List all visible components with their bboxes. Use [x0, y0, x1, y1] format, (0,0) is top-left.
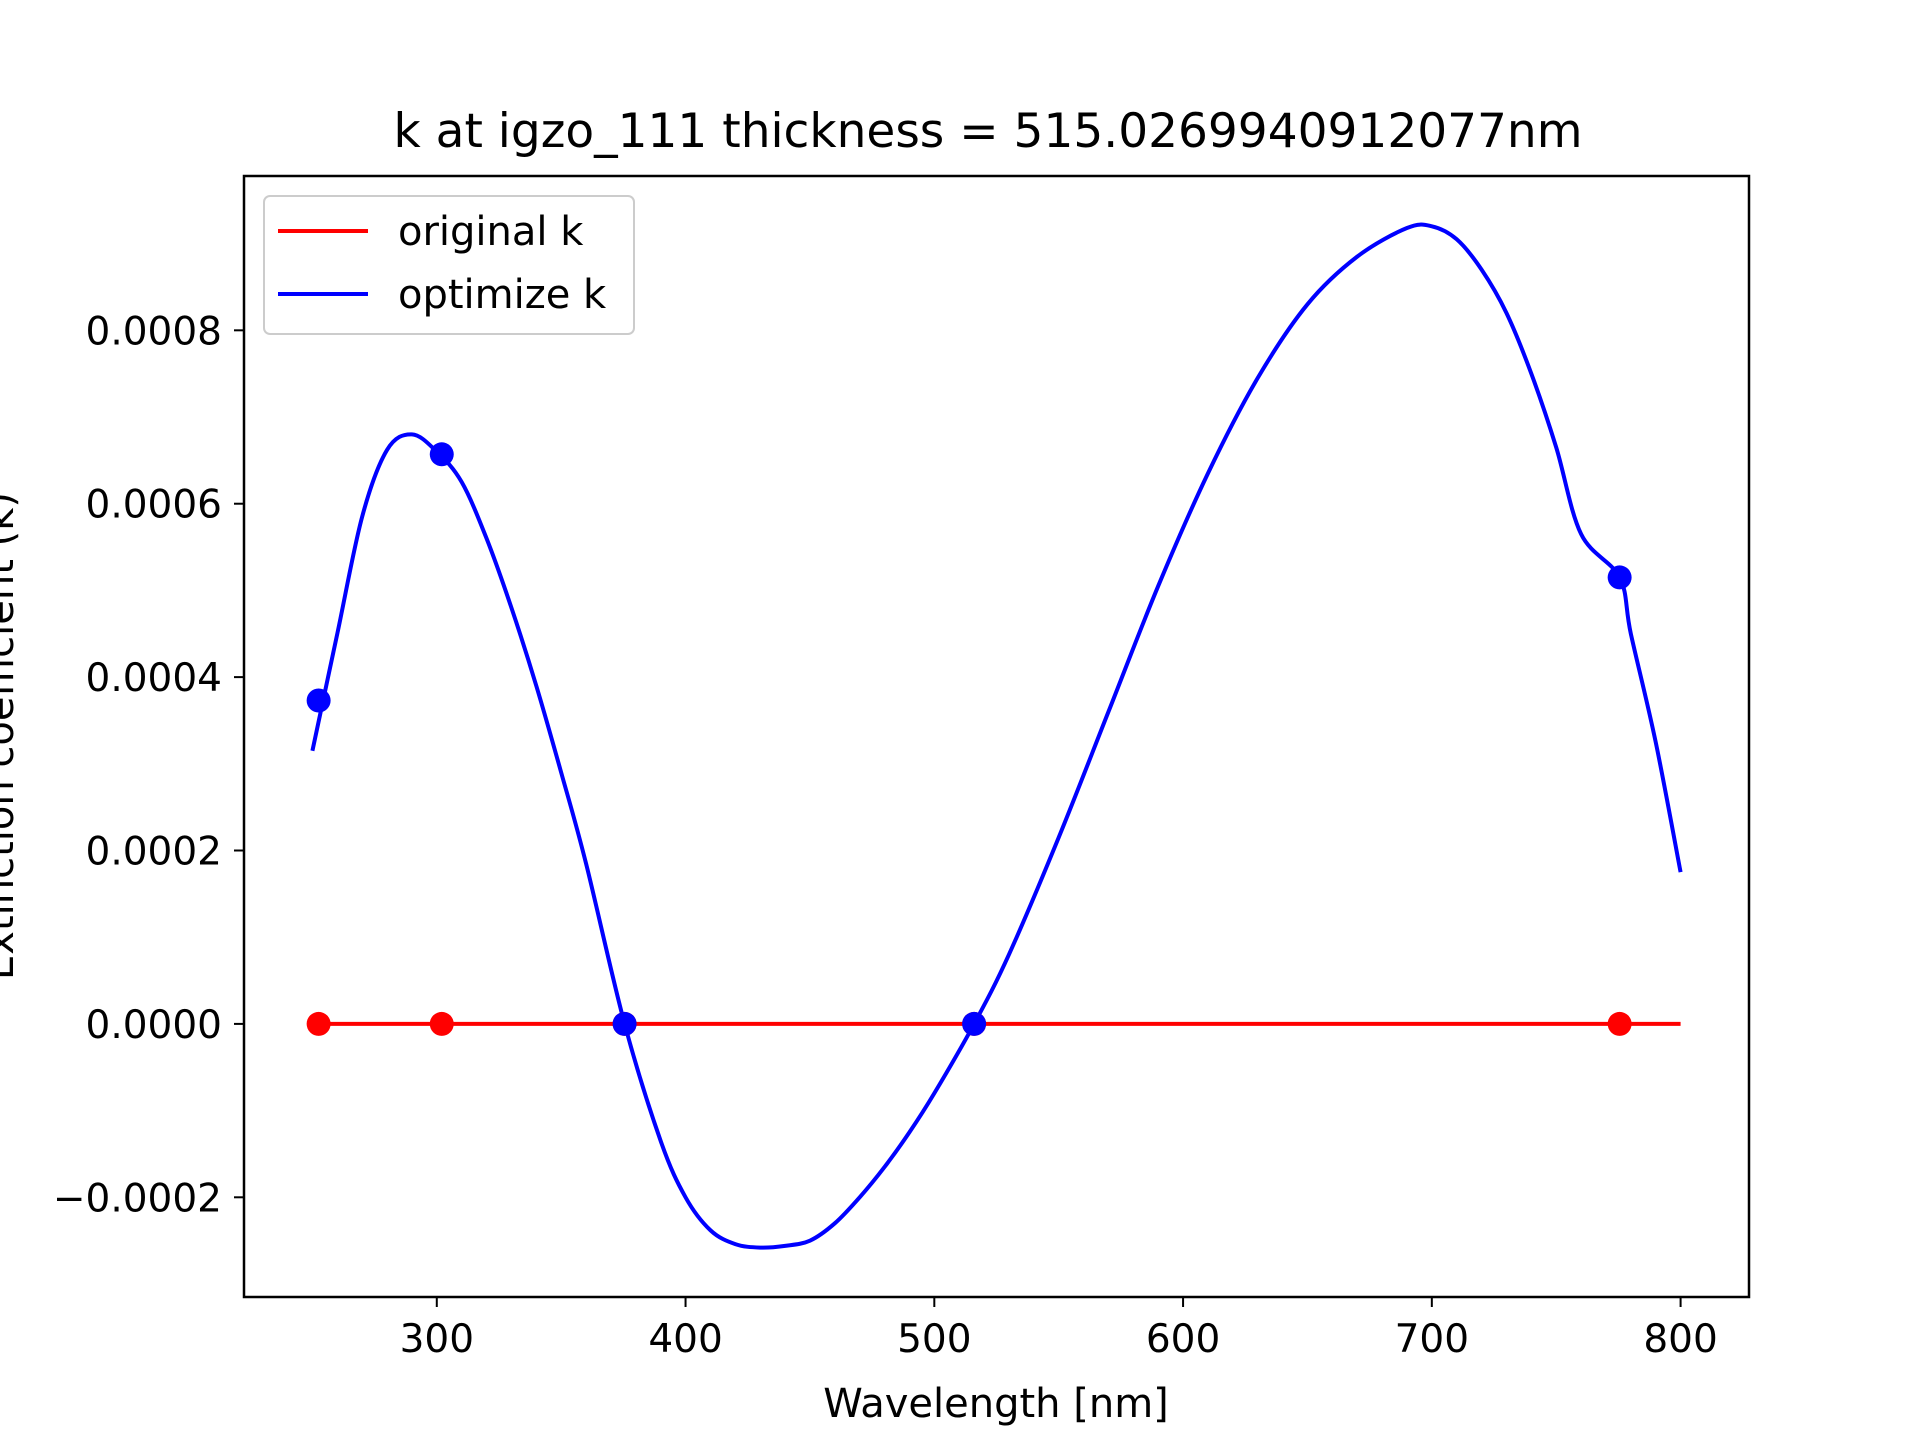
data-point-optimize-k — [962, 1011, 987, 1036]
y-tick-label: 0.0008 — [86, 309, 222, 354]
x-tick-label: 700 — [1395, 1317, 1469, 1362]
y-tick-label: 0.0006 — [86, 483, 222, 528]
data-point-optimize-k — [612, 1011, 637, 1036]
series-layer — [310, 222, 1683, 1250]
x-tick-label: 300 — [400, 1317, 474, 1362]
x-axis-ticks: 300 400 500 600 700 800 — [400, 1297, 1718, 1362]
marker-layer — [306, 442, 1632, 1036]
y-tick-label: −0.0002 — [53, 1176, 222, 1221]
legend-label-optimize-k: optimize k — [398, 272, 607, 318]
legend-label-original-k: original k — [398, 209, 584, 255]
data-point-optimize-k — [1607, 565, 1632, 590]
legend: original k optimize k — [263, 195, 635, 335]
data-point-original-k — [306, 1011, 331, 1036]
data-point-original-k — [1607, 1011, 1632, 1036]
series-line-optimize-k — [310, 222, 1683, 1250]
y-axis-ticks: −0.0002 0.0000 0.0002 0.0004 0.0006 0.0008 — [53, 309, 244, 1221]
y-axis-label: Extinction coefficient (k) — [0, 492, 23, 980]
plot-frame — [242, 174, 1751, 1299]
x-tick-label: 500 — [897, 1317, 971, 1362]
chart-title: k at igzo_111 thickness = 515.0269940912… — [393, 104, 1582, 159]
x-tick-label: 800 — [1643, 1317, 1717, 1362]
data-point-original-k — [429, 1011, 454, 1036]
x-axis-label: Wavelength [nm] — [823, 1381, 1169, 1427]
y-tick-label: 0.0000 — [86, 1003, 222, 1048]
y-tick-label: 0.0002 — [86, 830, 222, 875]
data-point-optimize-k — [429, 442, 454, 467]
data-point-optimize-k — [306, 688, 331, 713]
x-tick-label: 400 — [648, 1317, 722, 1362]
x-tick-label: 600 — [1146, 1317, 1220, 1362]
y-tick-label: 0.0004 — [86, 656, 222, 701]
